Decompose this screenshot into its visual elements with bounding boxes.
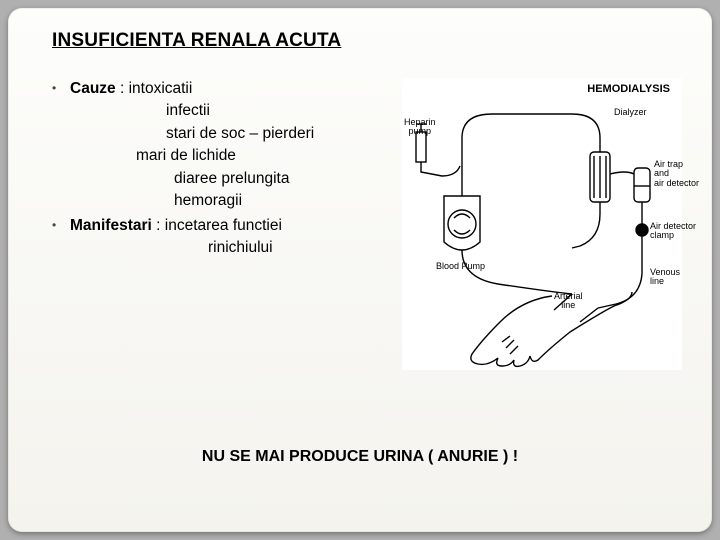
bullet-lead: Manifestari [70, 217, 152, 234]
bullet-cauze: Cauze : intoxicatii infectii stari de so… [52, 78, 392, 213]
sublines: rinichiului [70, 237, 392, 259]
label-air-trap: Air trap and air detector [654, 160, 699, 188]
subline: infectii [70, 100, 392, 122]
label-dialyzer: Dialyzer [614, 108, 647, 117]
diagram-title-label: HEMODIALYSIS [587, 84, 670, 96]
subline: hemoragii [70, 190, 392, 212]
content-row: Cauze : intoxicatii infectii stari de so… [52, 78, 678, 370]
slide-title: INSUFICIENTA RENALA ACUTA [52, 30, 678, 52]
bullet-tail: : intoxicatii [116, 80, 193, 97]
label-arterial-line: Arterial line [554, 292, 583, 311]
subline: stari de soc – pierderi [70, 123, 392, 145]
bullet-lead: Cauze [70, 80, 116, 97]
bullet-tail: : incetarea functiei [152, 217, 282, 234]
text-column: Cauze : intoxicatii infectii stari de so… [52, 78, 392, 370]
diagram-svg [402, 78, 682, 370]
bullet-manifestari: Manifestari : incetarea functiei rinichi… [52, 215, 392, 260]
label-venous-line: Venous line [650, 268, 680, 287]
label-heparin-pump: Heparin pump [404, 118, 436, 137]
subline: rinichiului [70, 237, 392, 259]
label-blood-pump: Blood Pump [436, 262, 485, 271]
hemodialysis-diagram: HEMODIALYSIS [402, 78, 682, 370]
bottom-note: NU SE MAI PRODUCE URINA ( ANURIE ) ! [8, 448, 712, 466]
slide: INSUFICIENTA RENALA ACUTA Cauze : intoxi… [8, 8, 712, 532]
sublines: infectii stari de soc – pierderi mari de… [70, 100, 392, 212]
subline: mari de lichide [70, 145, 392, 167]
diagram-column: HEMODIALYSIS [402, 78, 682, 370]
label-air-detector-clamp: Air detector clamp [650, 222, 696, 241]
subline: diaree prelungita [70, 168, 392, 190]
